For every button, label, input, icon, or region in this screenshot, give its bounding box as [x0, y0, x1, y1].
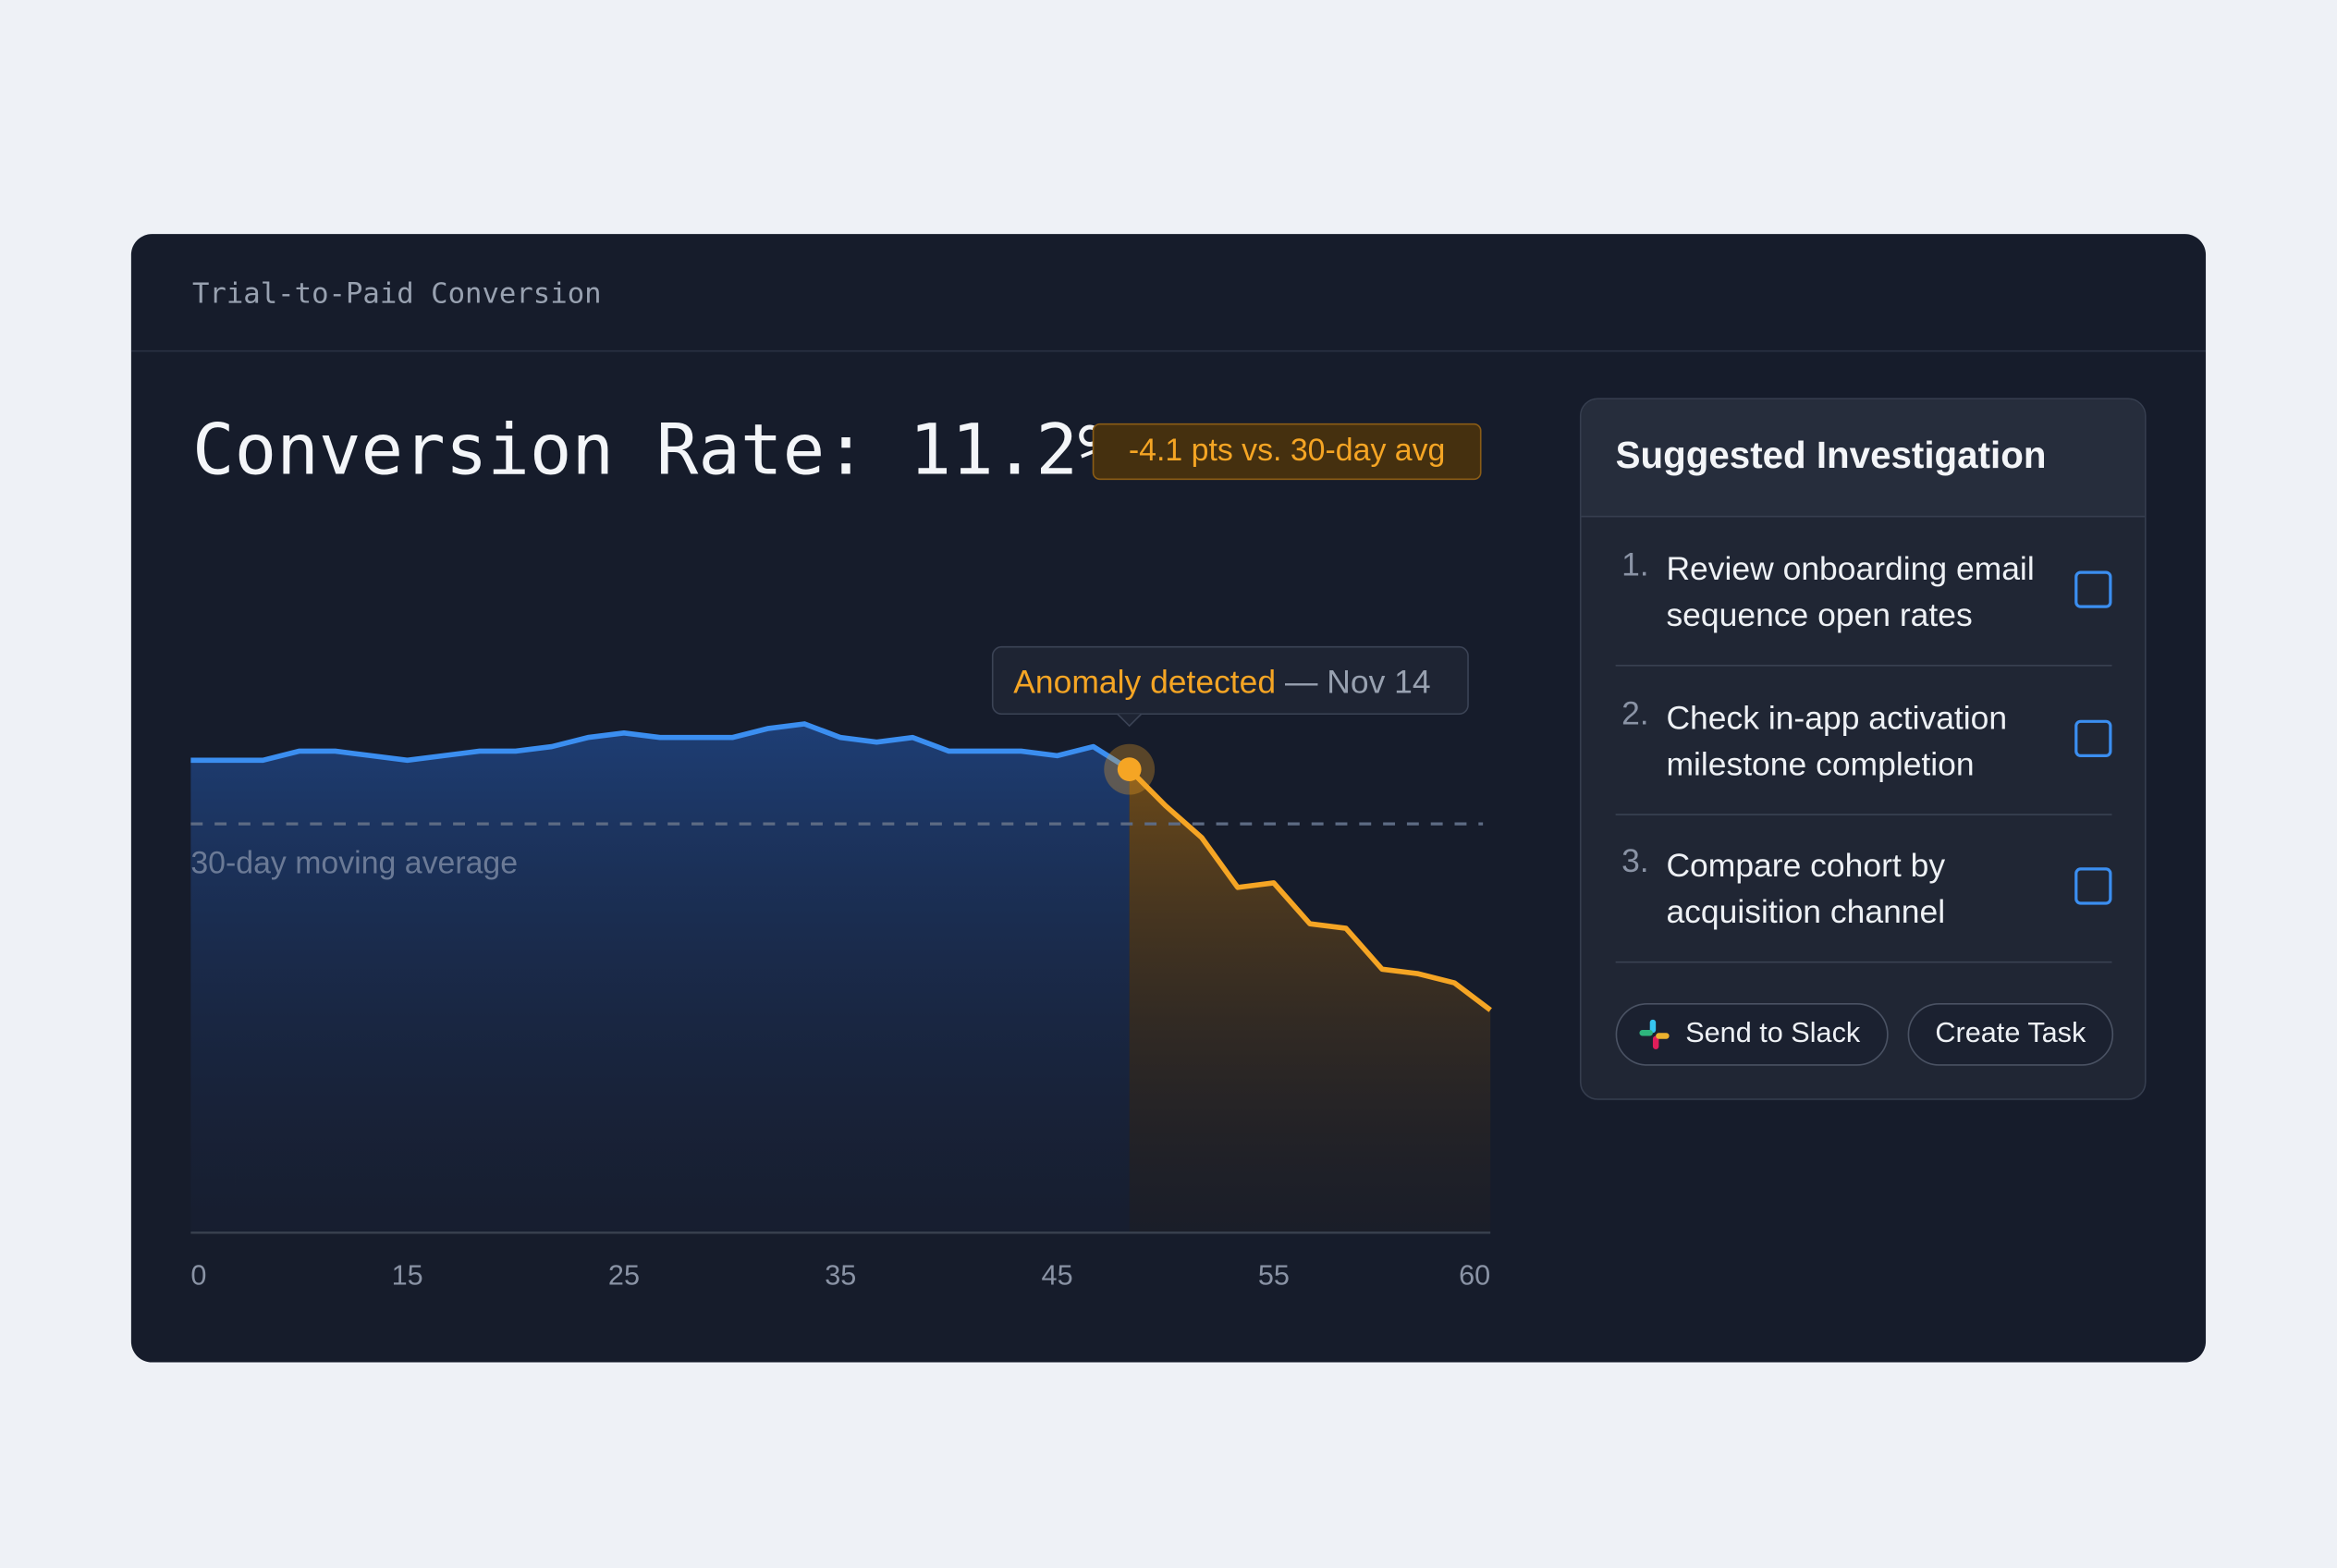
item-text: Check in-app activation milestone comple…: [1666, 699, 2008, 783]
create-task-button[interactable]: Create Task: [1907, 1003, 2114, 1066]
x-tick-label: 25: [608, 1260, 640, 1292]
chart: 30-day moving average Anomaly detected — …: [190, 645, 1492, 1292]
metric-card: Trial-to-Paid Conversion 30-day moving a…: [130, 234, 2207, 1363]
item-number: 3.: [1621, 841, 1649, 880]
x-tick-label: 60: [1459, 1260, 1490, 1292]
area: [190, 723, 1130, 1233]
x-tick-label: 35: [825, 1260, 856, 1292]
anomaly-date: — Nov 14: [1285, 664, 1431, 701]
delta-badge: -4.1 pts vs. 30-day avg: [1092, 423, 1482, 481]
card-title: Trial-to-Paid Conversion: [191, 276, 602, 311]
x-tick-label: 15: [392, 1260, 423, 1292]
anomaly-point: [1117, 757, 1142, 782]
item-number: 1.: [1621, 545, 1649, 583]
task-item: 2. Check in-app activation milestone comp…: [1615, 665, 2112, 815]
item-text: Review onboarding email sequence open ra…: [1666, 549, 2035, 634]
panel-header: Suggested Investigation: [1581, 399, 2145, 518]
anomaly-label: Anomaly detected: [1013, 664, 1276, 701]
slack-icon: [1639, 1019, 1670, 1049]
investigation-panel: Suggested Investigation 1. Review onboard…: [1579, 398, 2147, 1100]
checkbox[interactable]: [2074, 570, 2112, 608]
panel-title: Suggested Investigation: [1615, 435, 2047, 477]
average-label: 30-day moving average: [190, 845, 518, 880]
x-tick-label: 45: [1042, 1260, 1073, 1292]
tooltip-pointer: [1117, 713, 1143, 728]
button-label: Send to Slack: [1685, 1018, 1861, 1049]
task-item: 1. Review onboarding email sequence open …: [1615, 516, 2112, 667]
line: [190, 721, 1132, 772]
item-text: Compare cohort by acquisition channel: [1666, 846, 1946, 931]
x-tick-label: 0: [190, 1260, 206, 1292]
area: [1129, 769, 1491, 1233]
headline: Conversion Rate: 11.2%: [191, 410, 1120, 493]
checkbox[interactable]: [2074, 719, 2112, 757]
tooltip-text: Anomaly detected — Nov 14: [1013, 664, 1430, 701]
divider: [130, 349, 2207, 352]
item-number: 2.: [1621, 694, 1649, 732]
tooltip-box: [991, 645, 1469, 716]
slack-button[interactable]: Send to Slack: [1615, 1003, 1889, 1066]
line: [1127, 767, 1492, 1012]
task-item: 3. Compare cohort by acquisition channel: [1615, 813, 2112, 963]
checkbox[interactable]: [2074, 867, 2112, 905]
x-tick-label: 55: [1258, 1260, 1290, 1292]
button-label: Create Task: [1935, 1018, 2086, 1049]
